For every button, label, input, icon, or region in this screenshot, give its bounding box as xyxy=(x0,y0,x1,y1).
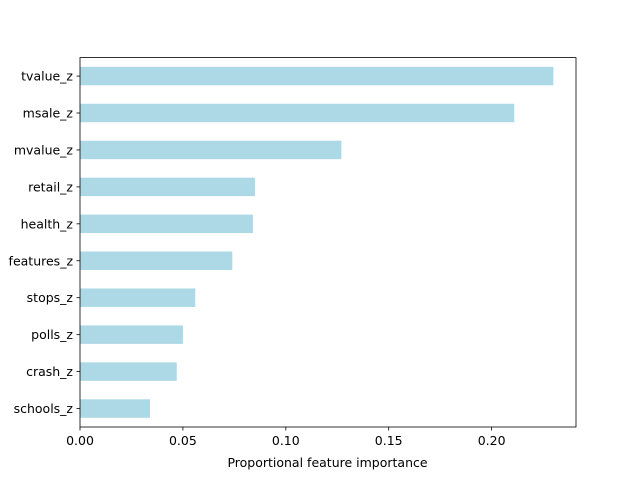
bar-stops-z xyxy=(80,288,196,307)
axes-layer xyxy=(79,57,577,428)
x-axis-label: Proportional feature importance xyxy=(227,455,427,470)
bar-polls-z xyxy=(80,325,183,344)
y-tick-label: crash_z xyxy=(26,364,73,379)
y-tick-label: retail_z xyxy=(28,179,73,194)
y-tick-label: health_z xyxy=(21,216,74,231)
bar-health-z xyxy=(80,214,253,234)
y-tick-label: stops_z xyxy=(27,290,74,305)
y-tick-label: mvalue_z xyxy=(14,142,74,157)
y-tick-label: polls_z xyxy=(31,327,73,342)
x-tick-label: 0.00 xyxy=(66,433,94,448)
bar-schools-z xyxy=(80,399,150,418)
y-tick-label: tvalue_z xyxy=(21,69,73,84)
y-tick-label: msale_z xyxy=(23,106,74,121)
ticks-layer: tvalue_z msale_z mvalue_z retail_z health_zf… xyxy=(9,69,506,448)
y-tick-label: schools_z xyxy=(14,401,74,416)
x-tick-label: 0.15 xyxy=(375,433,403,448)
bar-crash-z xyxy=(80,362,177,381)
bar-features-z xyxy=(80,251,233,271)
plot-frame xyxy=(79,57,577,428)
bar-mvalue-z xyxy=(80,140,342,160)
x-tick-label: 0.05 xyxy=(169,433,197,448)
bar-retail-z xyxy=(80,177,255,197)
y-tick-label: features_z xyxy=(9,253,74,268)
bar-tvalue-z xyxy=(80,66,554,86)
bar-msale-z xyxy=(80,103,515,123)
bars-layer xyxy=(80,66,554,418)
x-tick-label: 0.20 xyxy=(478,433,506,448)
x-tick-label: 0.10 xyxy=(272,433,300,448)
